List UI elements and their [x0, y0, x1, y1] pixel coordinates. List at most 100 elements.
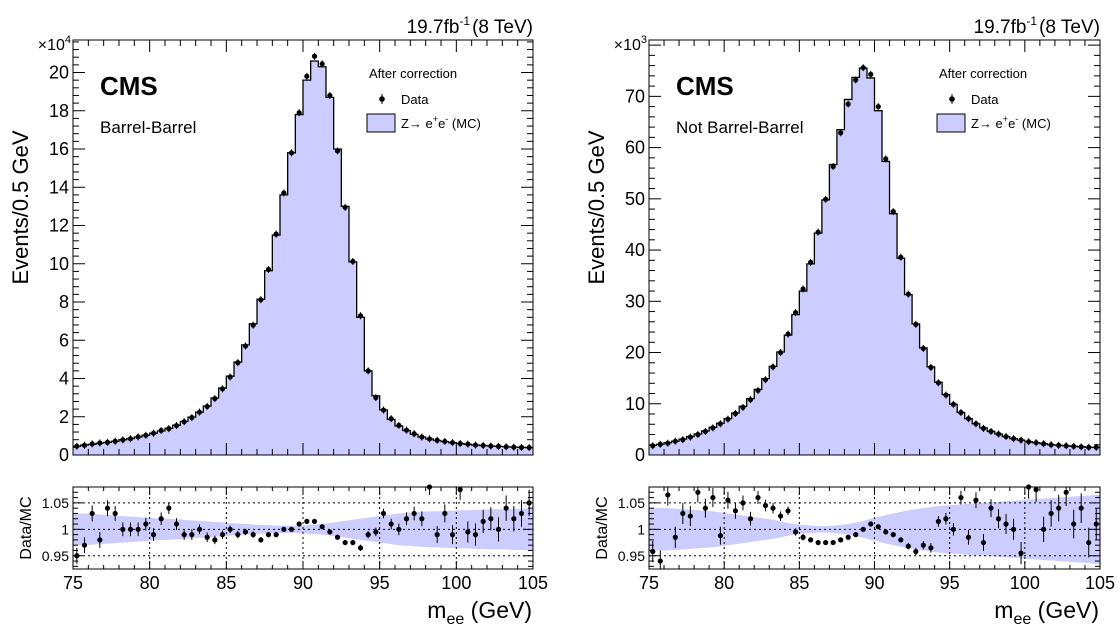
ratio-point	[449, 532, 456, 538]
ratio-point	[150, 532, 157, 538]
ratio-point	[311, 518, 318, 524]
data-point	[127, 436, 134, 442]
data-point	[845, 101, 851, 107]
ratio-point	[265, 532, 272, 538]
data-point	[770, 364, 776, 370]
mc-histogram-line	[73, 60, 533, 449]
data-point	[281, 190, 287, 196]
data-point	[995, 431, 1002, 437]
data-point	[860, 65, 866, 71]
data-point	[488, 443, 494, 449]
data-point	[762, 377, 769, 383]
ratio-point	[1003, 521, 1009, 527]
data-point	[304, 73, 310, 79]
data-point	[104, 439, 111, 445]
chart-panel-2: 0 10 20 30 40 50 60 70 0.95 1 1.05 75 80 85 90 95 100 105…	[584, 14, 1115, 628]
x-tick-label: 90	[293, 573, 313, 593]
data-point	[319, 61, 325, 67]
ratio-point	[127, 526, 134, 532]
data-point	[227, 374, 233, 380]
y-tick-label: 20	[49, 63, 69, 83]
ratio-point	[702, 505, 708, 511]
y-tick-label: 12	[49, 216, 69, 236]
y-tick-label: 60	[625, 138, 645, 158]
ratio-point	[958, 494, 964, 501]
ratio-point	[830, 539, 836, 546]
mc-histogram-fill	[73, 61, 533, 455]
data-point	[89, 441, 95, 447]
ratio-point	[725, 497, 731, 503]
ratio-point	[388, 521, 394, 527]
ratio-point	[204, 534, 210, 540]
ratio-point	[680, 510, 686, 517]
ratio-point	[845, 534, 851, 540]
ratio-point	[875, 524, 881, 530]
x-tick-label: 100	[1010, 573, 1040, 593]
ratio-point	[883, 529, 889, 535]
ratio-point	[143, 521, 149, 527]
data-point	[1056, 442, 1062, 448]
ratio-point	[296, 521, 302, 527]
data-point	[800, 286, 806, 292]
ratio-point	[396, 526, 402, 532]
data-point	[311, 53, 318, 59]
cms-label: CMS	[100, 71, 158, 101]
ratio-y-axis-title: Data/MC	[594, 496, 611, 559]
ratio-point	[770, 505, 776, 511]
ratio-point	[1018, 550, 1024, 556]
y-tick-label: 16	[49, 139, 69, 159]
ratio-point	[935, 518, 941, 524]
ratio-point	[732, 508, 739, 514]
ratio-point	[950, 526, 957, 532]
data-point	[288, 150, 295, 156]
ratio-point	[81, 542, 88, 548]
ratio-point	[403, 516, 410, 522]
ratio-point	[792, 529, 799, 535]
ratio-point	[980, 539, 987, 546]
ratio-y-axis-title: Data/MC	[18, 496, 35, 559]
data-point	[380, 407, 387, 413]
data-point	[158, 427, 164, 434]
ratio-point	[304, 518, 310, 524]
data-point	[449, 439, 456, 446]
y-tick-label: 10	[49, 254, 69, 274]
x-tick-label: 85	[789, 573, 809, 593]
ratio-point	[442, 510, 448, 517]
ratio-point	[419, 516, 425, 522]
data-point	[1018, 437, 1024, 443]
data-point	[173, 422, 180, 429]
ratio-point	[518, 510, 525, 517]
data-point	[747, 397, 754, 403]
data-point	[150, 430, 157, 436]
data-point	[1063, 443, 1069, 449]
data-point	[988, 428, 994, 435]
data-point	[702, 428, 708, 435]
y-tick-label: 8	[59, 292, 69, 312]
lumi-label: 19.7fb-1 (8 TeV)	[407, 14, 533, 38]
ratio-point	[219, 532, 226, 538]
data-point	[650, 443, 656, 449]
x-axis-title: mee (GeV)	[994, 597, 1099, 628]
data-point	[657, 441, 663, 447]
y-tick-label: 0	[59, 445, 69, 465]
ratio-point	[1010, 526, 1017, 532]
data-point	[457, 440, 463, 447]
data-point	[1041, 441, 1047, 447]
ratio-point	[357, 545, 364, 551]
data-point	[1048, 442, 1054, 448]
ratio-point	[327, 529, 333, 535]
data-point	[265, 266, 272, 273]
data-point	[680, 437, 686, 443]
data-point	[830, 163, 836, 170]
data-point	[334, 148, 341, 154]
data-point	[853, 77, 859, 83]
ratio-point	[823, 539, 829, 546]
ratio-point	[288, 526, 295, 532]
x-tick-label: 75	[63, 573, 83, 593]
data-point	[740, 404, 746, 410]
ratio-point	[196, 526, 203, 532]
y-tick-label: 0	[635, 445, 645, 465]
ratio-point	[281, 526, 287, 532]
x-tick-label: 105	[518, 573, 548, 593]
legend-mc-label: Z→ e+e- (MC)	[401, 114, 481, 131]
